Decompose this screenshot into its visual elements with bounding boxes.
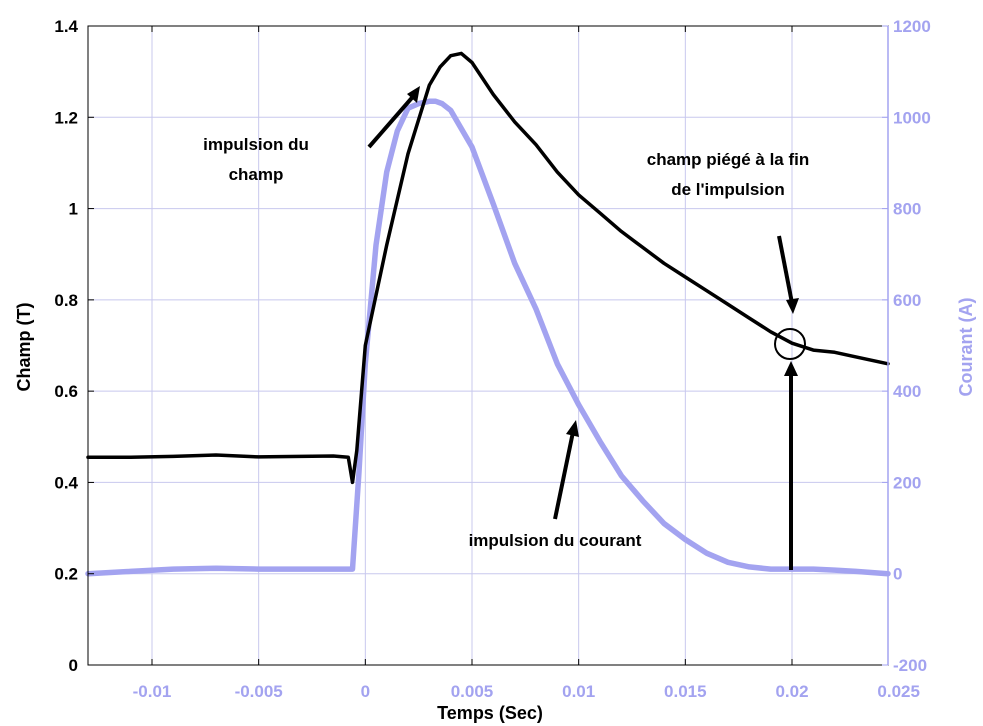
x-tick-label: 0.02 bbox=[775, 682, 808, 701]
annotation-text-line: champ piégé à la fin bbox=[647, 150, 810, 169]
y-right-tick-label: 800 bbox=[893, 200, 921, 219]
grid bbox=[88, 26, 888, 665]
y-tick-label: 0.2 bbox=[54, 565, 78, 584]
y-tick-label: 0 bbox=[69, 656, 78, 675]
x-tick-label: -0.01 bbox=[133, 682, 172, 701]
x-tick-label: 0.01 bbox=[562, 682, 595, 701]
y-right-tick-label: 400 bbox=[893, 382, 921, 401]
y-right-tick-label: 200 bbox=[893, 473, 921, 492]
series-line-courant bbox=[85, 98, 891, 577]
y-right-tick-label: 0 bbox=[893, 565, 902, 584]
y-right-tick-label: 600 bbox=[893, 291, 921, 310]
y-right-tick-label: -200 bbox=[893, 656, 927, 675]
trapped-field-circle bbox=[774, 328, 806, 360]
y-tick-label: 1.2 bbox=[54, 108, 78, 127]
y-axis-label-left: Champ (T) bbox=[14, 303, 34, 392]
annotation-text-line: de l'impulsion bbox=[671, 180, 785, 199]
annotation-arrowhead bbox=[407, 86, 420, 103]
y-axis-label-right: Courant (A) bbox=[956, 298, 976, 397]
x-tick-label: 0.005 bbox=[451, 682, 494, 701]
series-layer bbox=[85, 51, 891, 577]
y-right-tick-label: 1200 bbox=[893, 17, 931, 36]
x-tick-label: 0.025 bbox=[877, 682, 920, 701]
y-right-tick-label: 1000 bbox=[893, 108, 931, 127]
annotation-text-line: champ bbox=[229, 165, 284, 184]
annotation-text-line: impulsion du bbox=[203, 135, 309, 154]
x-tick-label: 0.015 bbox=[664, 682, 707, 701]
ticks-layer bbox=[88, 25, 889, 666]
y-tick-label: 0.8 bbox=[54, 291, 78, 310]
annotation-champ-piege: champ piégé à la fin de l'impulsion bbox=[647, 150, 810, 570]
annotation-arrow bbox=[777, 235, 794, 304]
x-axis-label: Temps (Sec) bbox=[437, 703, 543, 723]
annotation-impulsion-champ: impulsion du champ bbox=[203, 86, 420, 184]
y-tick-label: 1.4 bbox=[54, 17, 78, 36]
series-line-champ bbox=[86, 51, 890, 485]
y-tick-label: 0.6 bbox=[54, 382, 78, 401]
annotation-text-line: impulsion du courant bbox=[469, 531, 642, 550]
annotation-arrow bbox=[367, 90, 419, 149]
x-tick-label: 0 bbox=[361, 682, 370, 701]
y-tick-label: 0.4 bbox=[54, 473, 78, 492]
y-tick-label: 1 bbox=[69, 200, 78, 219]
annotation-impulsion-courant: impulsion du courant bbox=[469, 420, 642, 550]
x-tick-label: -0.005 bbox=[235, 682, 283, 701]
annotation-arrowhead bbox=[786, 298, 799, 314]
tick-labels: -0.01 -0.005 0 0.005 0.01 0.015 0.02 0.025 0 0.2 0… bbox=[54, 17, 930, 701]
annotation-arrowhead bbox=[566, 420, 579, 437]
annotation-arrowhead bbox=[784, 361, 798, 376]
annotation-arrow bbox=[553, 431, 575, 520]
